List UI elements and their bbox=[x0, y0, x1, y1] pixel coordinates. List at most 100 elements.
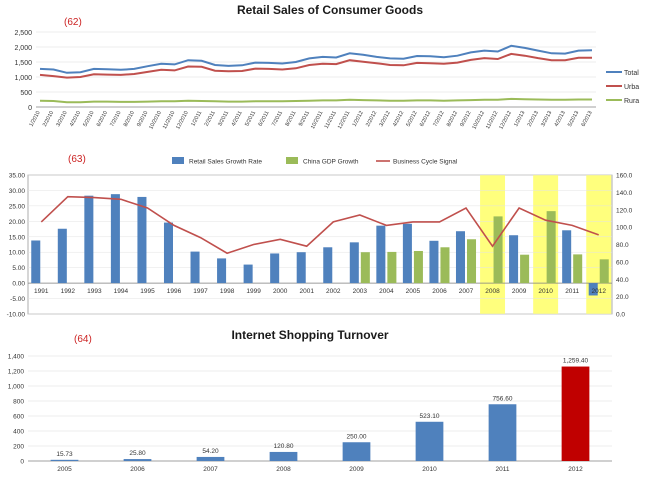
x-tick-label: 5/2012 bbox=[406, 110, 419, 128]
legend-label: Rura bbox=[624, 98, 639, 105]
legend-swatch bbox=[286, 157, 298, 164]
chart-marker: (63) bbox=[68, 154, 86, 165]
retail-sales-chart: (62) Retail Sales of Consumer Goods 0 500… bbox=[14, 3, 639, 131]
bar-retail-2001 bbox=[296, 252, 306, 284]
bar-retail-1991 bbox=[31, 240, 41, 284]
y-left-tick-label: 10.00 bbox=[9, 250, 26, 257]
bar-2006 bbox=[123, 459, 152, 461]
x-tick-label: 8/2011 bbox=[285, 110, 298, 127]
y-left-tick-label: 30.00 bbox=[9, 188, 26, 195]
y-tick-label: 600 bbox=[13, 414, 24, 421]
x-tick-label: 1999 bbox=[246, 288, 261, 295]
y-right-tick-label: 120.0 bbox=[616, 207, 633, 214]
y-right-tick-label: 160.0 bbox=[616, 173, 633, 180]
legend-label: Total bbox=[624, 70, 639, 77]
x-tick-label: 2005 bbox=[57, 466, 72, 473]
data-label: 250.00 bbox=[347, 433, 367, 440]
chart-title: Retail Sales of Consumer Goods bbox=[237, 3, 423, 17]
y-left-tick-label: 15.00 bbox=[9, 234, 26, 241]
x-tick-label: 1998 bbox=[220, 288, 235, 295]
data-label: 25.80 bbox=[129, 450, 146, 457]
y-tick-label: 2,000 bbox=[14, 45, 32, 52]
x-tick-label: 6/2011 bbox=[258, 110, 271, 127]
bar-2010 bbox=[415, 421, 444, 461]
x-tick-label: 2000 bbox=[273, 288, 288, 295]
bar-2007 bbox=[196, 456, 225, 461]
bar-retail-2007 bbox=[455, 231, 465, 284]
data-label: 756.60 bbox=[493, 395, 513, 402]
y-right-tick-label: 20.0 bbox=[616, 294, 629, 301]
x-tick-label: 2005 bbox=[406, 288, 421, 295]
y-tick-label: 500 bbox=[20, 90, 32, 97]
y-left-tick-label: 25.00 bbox=[9, 203, 26, 210]
bar-2012 bbox=[561, 366, 590, 461]
bar-retail-1993 bbox=[84, 195, 94, 284]
x-tick-label: 12/2010 bbox=[175, 110, 190, 130]
x-tick-label: 10/2010 bbox=[148, 110, 163, 130]
bar-retail-2009 bbox=[509, 235, 519, 284]
y-right-tick-label: 40.0 bbox=[616, 277, 629, 284]
x-tick-label: 1991 bbox=[34, 288, 49, 295]
y-tick-label: 1,000 bbox=[8, 384, 25, 391]
x-tick-label: 12/2012 bbox=[498, 110, 513, 130]
bar-retail-2011 bbox=[562, 230, 572, 284]
legend-label: Business Cycle Signal bbox=[393, 159, 458, 166]
x-tick-label: 2012 bbox=[568, 466, 583, 473]
bar-2011 bbox=[488, 404, 517, 461]
x-tick-label: 2007 bbox=[203, 466, 218, 473]
bar-retail-2000 bbox=[270, 253, 280, 284]
y-tick-label: 1,200 bbox=[8, 369, 25, 376]
x-tick-label: 2008 bbox=[276, 466, 291, 473]
x-tick-label: 1/2012 bbox=[352, 110, 365, 128]
x-tick-label: 10/2011 bbox=[310, 110, 324, 130]
x-tick-label: 2008 bbox=[485, 288, 500, 295]
x-tick-label: 2/2011 bbox=[204, 110, 217, 127]
x-tick-label: 1996 bbox=[167, 288, 182, 295]
legend-label: China GDP Growth bbox=[303, 159, 359, 166]
bar-gdp-2009 bbox=[520, 254, 530, 284]
x-tick-label: 2/2013 bbox=[527, 110, 540, 128]
x-tick-label: 1/2010 bbox=[29, 110, 42, 128]
data-label: 15.73 bbox=[56, 451, 73, 458]
x-tick-label: 3/2010 bbox=[55, 110, 68, 128]
x-tick-label: 4/2012 bbox=[392, 110, 405, 128]
bar-retail-1995 bbox=[137, 196, 147, 284]
bar-gdp-2008 bbox=[493, 216, 503, 284]
x-tick-label: 2011 bbox=[565, 288, 579, 295]
x-tick-label: 10/2012 bbox=[471, 110, 486, 130]
x-tick-label: 9/2010 bbox=[136, 110, 149, 128]
y-left-tick-label: -5.00 bbox=[10, 296, 25, 303]
y-right-tick-label: 100.0 bbox=[616, 225, 633, 232]
x-tick-label: 2012 bbox=[591, 288, 606, 295]
bar-gdp-2005 bbox=[413, 250, 423, 284]
x-tick-label: 2006 bbox=[130, 466, 145, 473]
y-left-tick-label: -10.00 bbox=[7, 312, 26, 319]
chart-title: Internet Shopping Turnover bbox=[231, 328, 388, 342]
y-left-tick-label: 5.00 bbox=[12, 265, 25, 272]
x-tick-label: 1/2013 bbox=[513, 110, 526, 128]
bar-retail-2002 bbox=[323, 247, 333, 284]
y-tick-label: 200 bbox=[13, 444, 24, 451]
bar-retail-2005 bbox=[402, 223, 412, 284]
x-tick-label: 12/2011 bbox=[337, 110, 351, 130]
x-tick-label: 1993 bbox=[87, 288, 102, 295]
x-tick-label: 2/2010 bbox=[42, 110, 55, 128]
x-tick-label: 2007 bbox=[459, 288, 474, 295]
x-tick-label: 3/2011 bbox=[217, 110, 230, 127]
legend-swatch bbox=[172, 157, 184, 164]
x-tick-label: 6/2010 bbox=[96, 110, 109, 128]
chart-marker: (62) bbox=[64, 17, 82, 28]
x-tick-label: 9/2011 bbox=[298, 110, 311, 127]
bar-retail-1997 bbox=[190, 251, 200, 284]
series-line-urba bbox=[39, 52, 592, 79]
x-tick-label: 5/2011 bbox=[244, 110, 257, 127]
growth-rate-chart: (63) -10.00 -5.00 0.00 5.00 10.00 15.00 20.00 2… bbox=[7, 154, 633, 319]
series-line-total bbox=[39, 44, 593, 74]
y-tick-label: 1,000 bbox=[14, 75, 32, 82]
x-tick-label: 2001 bbox=[299, 288, 314, 295]
x-tick-label: 9/2012 bbox=[459, 110, 472, 128]
bar-retail-1998 bbox=[217, 258, 227, 284]
x-tick-label: 7/2012 bbox=[432, 110, 445, 128]
bar-retail-2004 bbox=[376, 225, 386, 284]
x-tick-label: 3/2013 bbox=[540, 110, 553, 128]
